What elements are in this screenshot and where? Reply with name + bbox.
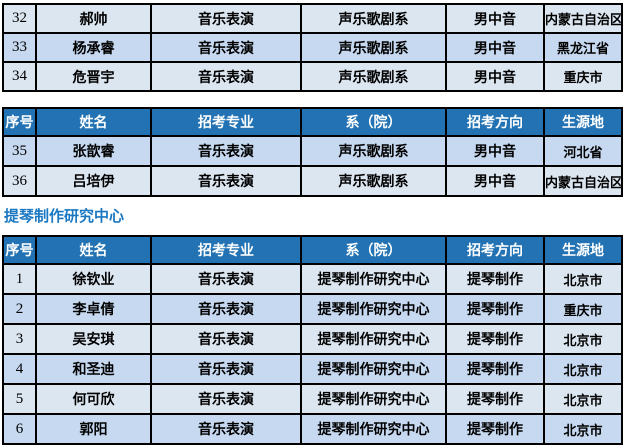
table-cell: 北京市: [543, 383, 623, 415]
table-cell: 李卓倩: [35, 293, 152, 325]
table-cell: 音乐表演: [150, 32, 302, 63]
table-header-row: 序号 姓名 招考专业 系（院） 招考方向 生源地: [2, 235, 623, 265]
table-cell: 音乐表演: [150, 135, 302, 167]
table-cell: 北京市: [543, 323, 623, 355]
cell-number: 35: [2, 135, 37, 167]
table-row: 5 何可欣 音乐表演 提琴制作研究中心 提琴制作 北京市: [2, 383, 623, 415]
table-cell: 危晋宇: [35, 61, 152, 92]
table-cell: 重庆市: [543, 61, 623, 92]
cell-number: 33: [2, 32, 37, 63]
table-row: 3 吴安琪 音乐表演 提琴制作研究中心 提琴制作 北京市: [2, 323, 623, 355]
table-row: 32 郝帅 音乐表演 声乐歌剧系 男中音 内蒙古自治区: [2, 3, 623, 34]
table-cell: 音乐表演: [150, 3, 302, 34]
table-cell: 郝帅: [35, 3, 152, 34]
table-cell: 音乐表演: [150, 61, 302, 92]
col-header-major: 招考专业: [150, 235, 302, 265]
table-cell: 男中音: [445, 32, 545, 63]
cell-number: 5: [2, 383, 37, 415]
table-cell: 提琴制作研究中心: [300, 263, 447, 295]
table-cell: 声乐歌剧系: [300, 165, 447, 197]
table-cell: 提琴制作研究中心: [300, 293, 447, 325]
col-header-number: 序号: [2, 107, 37, 137]
table-cell: 何可欣: [35, 383, 152, 415]
roster-table-middle-body: 35 张歆睿 音乐表演 声乐歌剧系 男中音 河北省 36 吕培伊 音乐表演 声乐歌剧系 男中音 内蒙古…: [2, 135, 623, 197]
table-cell: 声乐歌剧系: [300, 135, 447, 167]
table-cell: 提琴制作: [445, 293, 545, 325]
table-cell: 北京市: [543, 263, 623, 295]
table-cell: 提琴制作: [445, 413, 545, 445]
table-cell: 声乐歌剧系: [300, 3, 447, 34]
roster-table-top: 32 郝帅 音乐表演 声乐歌剧系 男中音 内蒙古自治区 33 杨承睿 音乐表演 声乐歌剧系 男中音黑…: [2, 3, 623, 92]
cell-number: 36: [2, 165, 37, 197]
table-cell: 北京市: [543, 413, 623, 445]
table-cell: 徐钦业: [35, 263, 152, 295]
table-cell: 提琴制作: [445, 323, 545, 355]
table-cell: 音乐表演: [150, 263, 302, 295]
table-cell: 男中音: [445, 165, 545, 197]
table-cell: 音乐表演: [150, 165, 302, 197]
cell-number: 1: [2, 263, 37, 295]
table-row: 36 吕培伊 音乐表演 声乐歌剧系 男中音 内蒙古自治区: [2, 165, 623, 197]
col-header-major: 招考专业: [150, 107, 302, 137]
col-header-origin: 生源地: [543, 107, 623, 137]
col-header-number: 序号: [2, 235, 37, 265]
table-row: 34 危晋宇 音乐表演 声乐歌剧系 男中音 重庆市: [2, 61, 623, 92]
table-cell: 声乐歌剧系: [300, 32, 447, 63]
table-cell: 郭阳: [35, 413, 152, 445]
table-cell: 音乐表演: [150, 413, 302, 445]
table-cell: 男中音: [445, 135, 545, 167]
table-row: 2 李卓倩 音乐表演 提琴制作研究中心 提琴制作 重庆市: [2, 293, 623, 325]
col-header-department: 系（院）: [300, 235, 447, 265]
table-cell: 内蒙古自治区: [543, 165, 623, 197]
table-cell: 提琴制作研究中心: [300, 413, 447, 445]
table-row: 4 和圣迪 音乐表演 提琴制作研究中心 提琴制作 北京市: [2, 353, 623, 385]
table-cell: 男中音: [445, 61, 545, 92]
table-cell: 提琴制作研究中心: [300, 323, 447, 355]
table-cell: 男中音: [445, 3, 545, 34]
col-header-department: 系（院）: [300, 107, 447, 137]
table-cell: 黑龙江省: [543, 32, 623, 63]
table-cell: 提琴制作: [445, 353, 545, 385]
table-row: 35 张歆睿 音乐表演 声乐歌剧系 男中音 河北省: [2, 135, 623, 167]
table-cell: 音乐表演: [150, 323, 302, 355]
cell-number: 4: [2, 353, 37, 385]
roster-table-bottom: 序号 姓名 招考专业 系（院） 招考方向 生源地 1 徐钦业 音乐表演 提琴制作研究中…: [2, 235, 623, 445]
col-header-name: 姓名: [35, 107, 152, 137]
cell-number: 34: [2, 61, 37, 92]
table-cell: 提琴制作: [445, 383, 545, 415]
section-title: 提琴制作研究中心: [4, 208, 125, 225]
col-header-direction: 招考方向: [445, 107, 545, 137]
table-cell: 杨承睿: [35, 32, 152, 63]
table-header-row: 序号 姓名 招考专业 系（院） 招考方向 生源地: [2, 107, 623, 137]
cell-number: 32: [2, 3, 37, 34]
table-row: 33 杨承睿 音乐表演 声乐歌剧系 男中音 黑龙江省: [2, 32, 623, 63]
table-cell: 重庆市: [543, 293, 623, 325]
table-cell: 北京市: [543, 353, 623, 385]
table-cell: 提琴制作: [445, 263, 545, 295]
table-cell: 提琴制作研究中心: [300, 383, 447, 415]
table-row: 1 徐钦业 音乐表演 提琴制作研究中心 提琴制作 北京市: [2, 263, 623, 295]
table-cell: 音乐表演: [150, 353, 302, 385]
table-cell: 音乐表演: [150, 383, 302, 415]
table-cell: 河北省: [543, 135, 623, 167]
col-header-origin: 生源地: [543, 235, 623, 265]
table-cell: 张歆睿: [35, 135, 152, 167]
col-header-direction: 招考方向: [445, 235, 545, 265]
table-cell: 和圣迪: [35, 353, 152, 385]
roster-table-bottom-body: 1 徐钦业 音乐表演 提琴制作研究中心 提琴制作 北京市 2 李卓倩 音乐表演 提琴制作研究中心提…: [2, 263, 623, 445]
cell-number: 6: [2, 413, 37, 445]
cell-number: 2: [2, 293, 37, 325]
table-cell: 吕培伊: [35, 165, 152, 197]
table-cell: 音乐表演: [150, 293, 302, 325]
table-cell: 声乐歌剧系: [300, 61, 447, 92]
table-cell: 提琴制作研究中心: [300, 353, 447, 385]
table-cell: 内蒙古自治区: [543, 3, 623, 34]
cell-number: 3: [2, 323, 37, 355]
roster-table-top-body: 32 郝帅 音乐表演 声乐歌剧系 男中音 内蒙古自治区 33 杨承睿 音乐表演 声乐歌剧系 男中音黑…: [2, 3, 623, 92]
col-header-name: 姓名: [35, 235, 152, 265]
roster-table-middle: 序号 姓名 招考专业 系（院） 招考方向 生源地 35 张歆睿 音乐表演 声乐歌剧系男…: [2, 107, 623, 197]
table-row: 6 郭阳 音乐表演 提琴制作研究中心 提琴制作 北京市: [2, 413, 623, 445]
table-cell: 吴安琪: [35, 323, 152, 355]
